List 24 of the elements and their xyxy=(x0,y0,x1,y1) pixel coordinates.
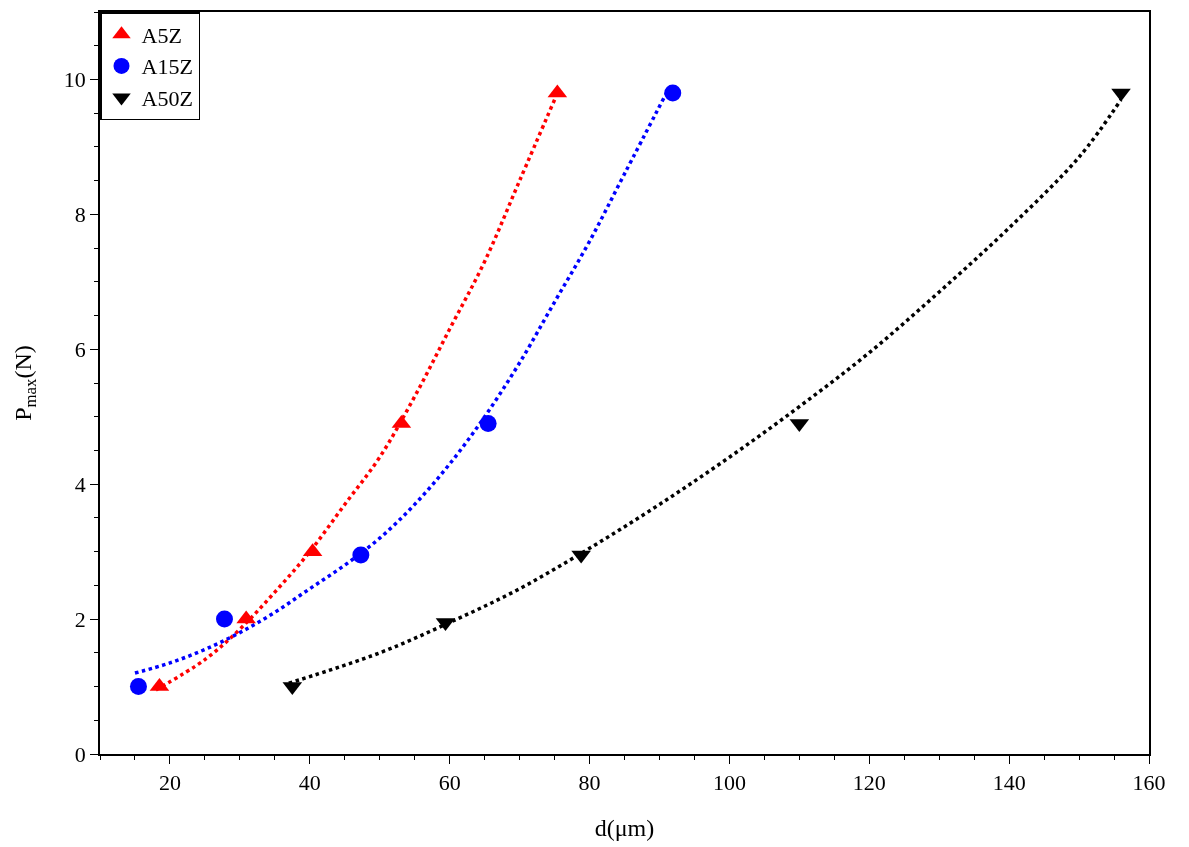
point xyxy=(664,84,682,102)
x-tick-label: 40 xyxy=(298,770,321,796)
x-tick-label: 20 xyxy=(158,770,181,796)
y-tick-label: 4 xyxy=(74,471,86,497)
x-tick-label: 80 xyxy=(578,770,601,796)
point xyxy=(215,610,233,628)
y-tick-label: 6 xyxy=(74,336,86,362)
legend-label: A5Z xyxy=(141,22,182,48)
x-tick-label: 60 xyxy=(438,770,461,796)
x-axis-title: d(μm) xyxy=(594,814,655,841)
x-tick-label: 120 xyxy=(852,770,886,796)
x-tick-label: 140 xyxy=(992,770,1026,796)
y-tick-label: 8 xyxy=(74,202,86,228)
point xyxy=(352,546,370,564)
x-tick-label: 100 xyxy=(712,770,746,796)
point xyxy=(129,678,147,696)
y-tick-label: 10 xyxy=(63,67,86,93)
legend-label: A50Z xyxy=(141,86,193,112)
point xyxy=(479,414,497,432)
y-tick-label: 2 xyxy=(74,606,86,632)
point xyxy=(571,550,591,564)
y-tick-label: 0 xyxy=(74,741,86,767)
x-tick-label: 160 xyxy=(1132,770,1166,796)
legend-label: A15Z xyxy=(141,54,193,80)
